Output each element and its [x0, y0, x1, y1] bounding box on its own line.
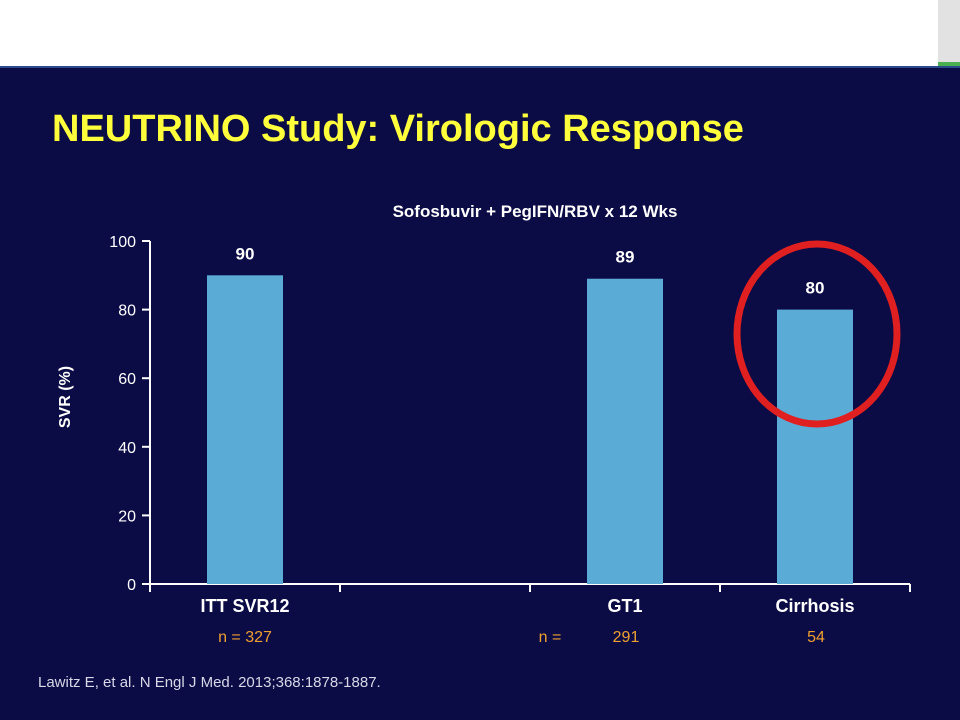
y-tick-label: 60	[118, 371, 136, 388]
x-category-label: ITT SVR12	[200, 596, 289, 616]
y-tick-label: 20	[118, 508, 136, 525]
bar-value-label: 89	[616, 248, 635, 267]
sample-size-label: n =	[539, 629, 562, 646]
header-band	[0, 0, 960, 66]
chart-title: Sofosbuvir + PegIFN/RBV x 12 Wks	[393, 202, 678, 221]
slide-title: NEUTRINO Study: Virologic Response	[52, 108, 744, 150]
bar	[777, 309, 853, 584]
sample-size-label: n = 327	[218, 629, 272, 646]
x-category-label: Cirrhosis	[775, 596, 854, 616]
y-axis-label: SVR (%)	[57, 366, 74, 428]
y-tick-label: 40	[118, 440, 136, 457]
bar-value-label: 90	[236, 244, 255, 263]
citation: Lawitz E, et al. N Engl J Med. 2013;368:…	[38, 674, 381, 691]
highlight-circle	[733, 240, 901, 428]
y-tick-label: 100	[109, 234, 136, 251]
bar-value-label: 80	[806, 279, 825, 298]
y-tick-label: 80	[118, 303, 136, 320]
header-divider	[0, 66, 960, 68]
bar	[207, 275, 283, 584]
corner-accent-gray	[938, 0, 960, 62]
sample-size-label: 291	[613, 629, 640, 646]
y-tick-label: 0	[127, 577, 136, 594]
corner-accent-green	[938, 62, 960, 66]
sample-size-label: 54	[807, 629, 825, 646]
bar	[587, 278, 663, 584]
x-category-label: GT1	[607, 596, 642, 616]
